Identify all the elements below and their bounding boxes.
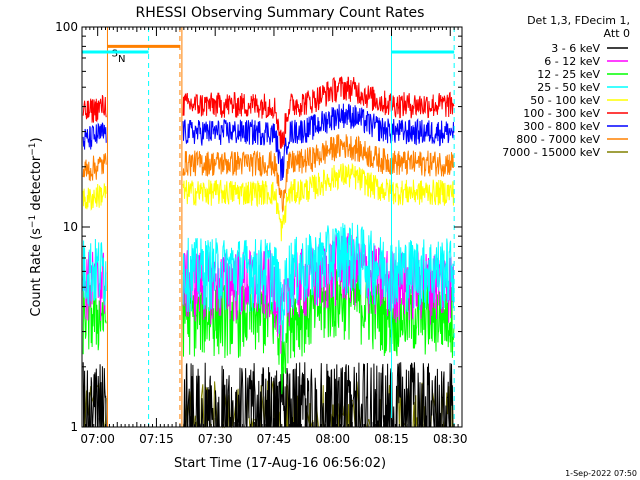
legend-header: Det 1,3, FDecim 1, (527, 14, 630, 27)
legend-label: 800 - 7000 keV (516, 133, 600, 146)
legend-label: 12 - 25 keV (537, 68, 600, 81)
series-50-100-kev (82, 162, 455, 242)
legend-label: 25 - 50 keV (537, 81, 600, 94)
series-line (82, 183, 107, 211)
series-line (82, 238, 107, 307)
series-line (182, 103, 455, 182)
series-25-50-kev (82, 222, 455, 343)
series-3-6-kev (82, 362, 454, 429)
legend-header: Att 0 (604, 27, 630, 40)
x-tick-label: 08:15 (374, 432, 409, 446)
plot-frame (81, 26, 463, 428)
legend-label: 300 - 800 keV (523, 120, 600, 133)
legend-label: 100 - 300 keV (523, 107, 600, 120)
series-line (82, 362, 107, 428)
y-axis-label-part: detector (29, 155, 44, 215)
flag-label-s: S (111, 48, 117, 59)
x-tick-label: 07:45 (257, 432, 292, 446)
chart-title: RHESSI Observing Summary Count Rates (136, 5, 425, 21)
y-tick-label: 10 (63, 220, 78, 234)
x-tick-label: 08:30 (433, 432, 468, 446)
series-line (182, 162, 455, 242)
legend-label: 6 - 12 keV (544, 55, 600, 68)
series-100-300-kev (82, 76, 455, 149)
x-axis-label: Start Time (17-Aug-16 06:56:02) (174, 456, 386, 471)
y-axis-label-part: −1 (28, 215, 38, 228)
y-tick-label: 100 (55, 20, 78, 34)
series-line (82, 122, 107, 150)
legend-label: 50 - 100 keV (530, 94, 600, 107)
axis-layer: 1 10 100 07:00 07:15 07:30 07:45 08:00 08:15 08:3… (55, 20, 467, 446)
y-axis-label-part: ) (29, 137, 44, 142)
series-line (82, 153, 107, 182)
footer-date: 1-Sep-2022 07:50 (565, 469, 637, 478)
x-tick-label: 07:30 (198, 432, 233, 446)
legend-label: 7000 - 15000 keV (502, 146, 600, 159)
data-layer (82, 76, 455, 429)
flag-layer: SN (82, 27, 455, 427)
flag-label-n: N (118, 54, 125, 65)
series-line (82, 94, 107, 123)
legend-label: 3 - 6 keV (551, 42, 600, 55)
series-line (182, 76, 455, 149)
series-line (182, 134, 455, 213)
series-800-7000-kev (82, 134, 455, 213)
y-axis-label-part: −1 (28, 142, 38, 155)
series-300-800-kev (82, 103, 455, 182)
x-tick-label: 07:00 (80, 432, 115, 446)
x-tick-label: 07:15 (139, 432, 174, 446)
y-axis-label-part: Count Rate (s (29, 228, 44, 317)
x-tick-label: 08:00 (315, 432, 350, 446)
series-line (182, 222, 455, 343)
y-axis-label: Count Rate (s−1 detector−1) (28, 137, 44, 316)
y-tick-label: 1 (70, 420, 78, 434)
